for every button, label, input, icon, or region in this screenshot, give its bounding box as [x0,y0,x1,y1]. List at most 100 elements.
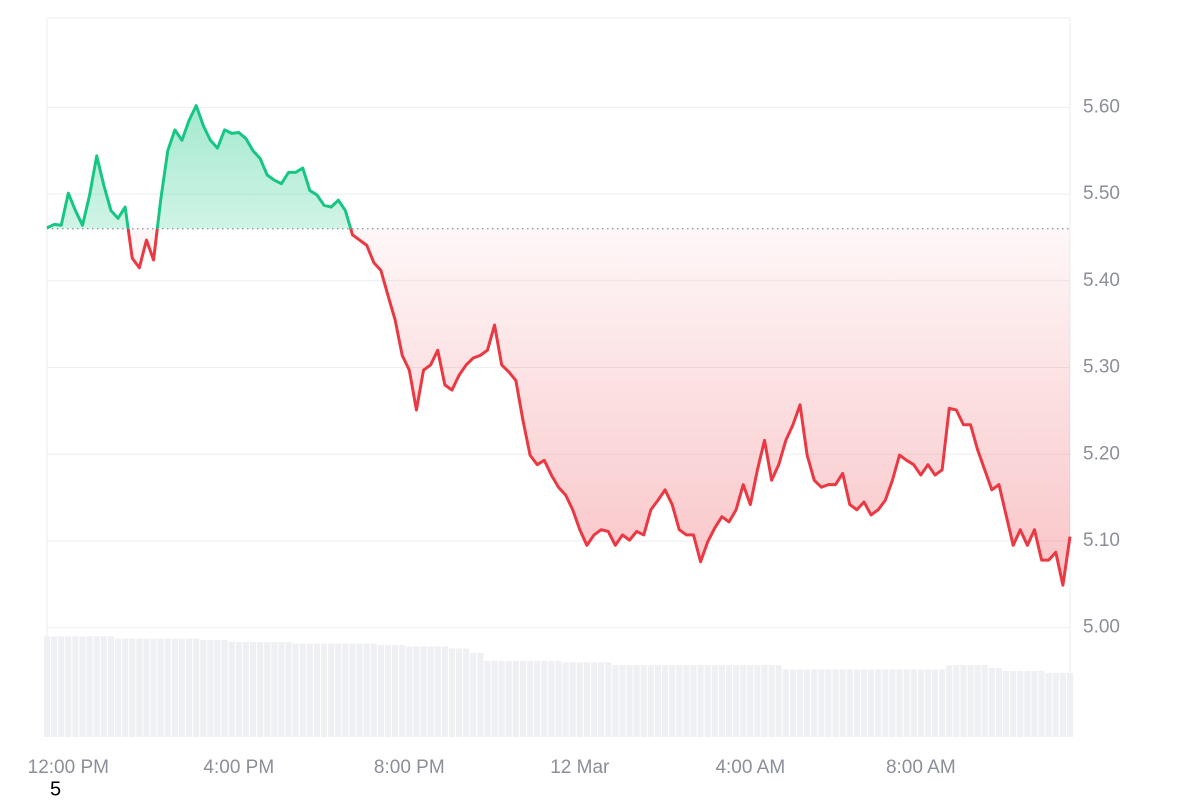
volume-bar [939,669,946,737]
volume-bar [214,639,221,737]
volume-bar [1038,670,1045,737]
volume-bar [406,646,413,737]
volume-bar [313,643,321,737]
volume-bar [114,638,122,737]
volume-bar [534,660,541,737]
x-tick-label: 8:00 PM [374,757,445,778]
volume-bar [1052,673,1059,737]
volume-bar [733,665,740,737]
volume-bar [796,669,804,737]
volume-bar [164,638,171,737]
volume-bar [171,638,178,737]
volume-bar [640,665,647,737]
volume-bar [463,648,470,737]
volume-bar [242,642,249,737]
volume-bar [725,665,733,737]
volume-bar [676,665,683,737]
x-tick-label: 8:00 AM [886,757,956,778]
volume-bar [605,662,612,737]
volume-bar [1003,670,1010,737]
volume-bar [363,643,370,737]
volume-bar [974,665,981,737]
volume-bar [953,665,960,737]
volume-bar [178,638,186,737]
volume-bar [505,660,512,737]
volume-bar [590,662,598,737]
volume-bar [384,644,392,737]
x-tick-label: 4:00 AM [715,757,785,778]
volume-bar [967,665,974,737]
volume-bar [321,643,328,737]
volume-bar [65,636,72,737]
y-tick-label: 5.40 [1083,270,1120,291]
volume-bar [221,639,228,737]
y-tick-label: 5.10 [1083,530,1120,551]
volume-bar [441,646,448,737]
volume-bar [527,660,534,737]
volume-bar [484,660,491,737]
volume-bar [392,644,399,737]
volume-bar [583,662,590,737]
price-line-down [47,228,1072,587]
volume-bar [349,643,356,737]
volume-bar [740,665,747,737]
volume-bar [576,662,583,737]
volume-bar [1059,673,1066,737]
volume-bar [1066,673,1074,737]
volume-bar [448,648,455,737]
volume-bar [697,665,704,737]
volume-bar [377,644,384,737]
area-down [128,228,1070,586]
volume-bar [477,652,484,737]
volume-bar [278,642,285,737]
volume-bar [647,665,654,737]
volume-bar [853,669,860,737]
volume-bar [1024,670,1031,737]
volume-bars [43,636,1074,737]
volume-bar [328,643,335,737]
volume-bar [711,665,718,737]
volume-bar [960,665,967,737]
volume-bar [58,636,65,737]
volume-bar [285,642,292,737]
volume-bar [122,638,129,737]
volume-bar [782,669,789,737]
volume-bar [399,644,406,737]
volume-bar [271,642,278,737]
volume-bar [150,638,157,737]
volume-bar [413,646,420,737]
volume-bar [1031,670,1038,737]
volume-bar [72,636,79,737]
footer-text: 5 [50,778,61,800]
volume-bar [512,660,519,737]
labels: 5.00 5.10 5.20 5.30 5.40 5.50 5.60 12:00 PM 4:00… [28,96,1120,778]
y-tick-label: 5.60 [1083,96,1120,117]
volume-bar [299,643,306,737]
volume-bar [1045,673,1052,737]
volume-bar [235,642,242,737]
volume-bar [1010,670,1017,737]
volume-bar [519,660,527,737]
volume-bar [569,662,576,737]
volume-bar [548,660,555,737]
volume-bar [207,639,214,737]
volume-bar [79,636,86,737]
volume-bar [804,669,811,737]
volume-bar [51,636,58,737]
volume-bar [228,642,235,737]
x-tick-label: 4:00 PM [203,757,274,778]
volume-bar [654,665,662,737]
volume-bar [846,669,853,737]
y-tick-label: 5.50 [1083,183,1120,204]
volume-bar [988,667,995,737]
volume-bar [754,665,761,737]
volume-bar [136,638,143,737]
volume-bar [747,665,754,737]
volume-bar [306,643,313,737]
volume-bar [683,665,690,737]
volume-bar [107,636,114,737]
volume-bar [129,638,136,737]
volume-bar [789,669,796,737]
volume-bar [839,669,846,737]
